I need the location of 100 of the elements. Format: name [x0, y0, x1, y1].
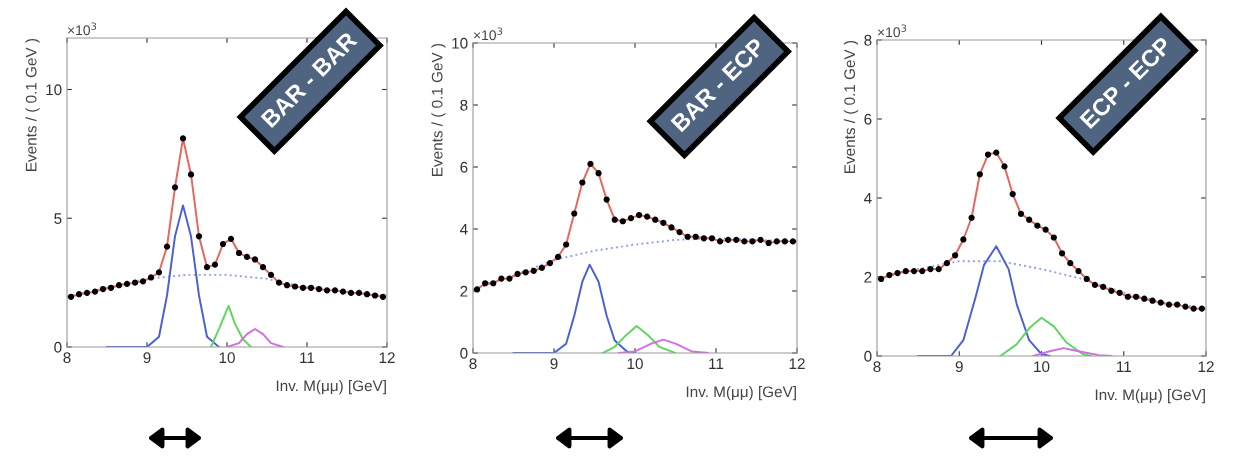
point — [587, 160, 594, 168]
point — [299, 284, 307, 291]
point — [1182, 303, 1189, 310]
y-tick-label: 6 — [460, 161, 468, 173]
point — [355, 289, 363, 297]
point — [179, 135, 187, 142]
point — [339, 288, 347, 295]
point — [203, 264, 211, 271]
point — [1141, 295, 1148, 302]
point — [595, 170, 602, 177]
point — [910, 267, 918, 275]
point — [952, 252, 959, 259]
line-series — [601, 325, 677, 353]
point — [275, 279, 283, 286]
point — [490, 280, 497, 287]
point — [1100, 283, 1107, 290]
point — [976, 171, 983, 178]
x-tick-label: 10 — [219, 352, 235, 364]
point — [660, 219, 667, 226]
point — [251, 256, 259, 263]
point — [692, 233, 699, 240]
point — [943, 260, 951, 267]
point — [993, 149, 1000, 156]
x-tick-label: 12 — [379, 352, 395, 363]
point — [1026, 216, 1033, 223]
point — [1058, 250, 1066, 257]
point — [371, 292, 379, 299]
y-axis-title: Events / ( 0.1 GeV ) — [843, 40, 859, 173]
y-tick-label: 2 — [460, 285, 468, 297]
x-tick-label: 11 — [1116, 361, 1131, 372]
x-tick-label: 11 — [300, 352, 315, 363]
point — [1042, 226, 1049, 233]
point — [482, 280, 489, 287]
point — [935, 265, 942, 273]
point — [902, 267, 909, 275]
y-tick-label: 2 — [864, 271, 872, 283]
point — [522, 269, 529, 276]
y-tick-label: 5 — [54, 213, 62, 224]
point — [331, 287, 339, 294]
point — [323, 287, 331, 294]
point — [131, 279, 139, 286]
point — [554, 253, 562, 261]
point — [700, 235, 707, 242]
x-tick-label: 9 — [550, 358, 558, 370]
point — [115, 282, 123, 289]
x-axis-title: Inv. M(μμ) [GeV] — [276, 379, 386, 395]
y-tick-label: 0 — [54, 341, 62, 353]
point — [894, 269, 901, 277]
point — [1083, 275, 1090, 283]
x-tick-label: 9 — [143, 352, 151, 364]
point — [163, 243, 171, 250]
point — [611, 216, 618, 223]
point — [139, 278, 147, 285]
point — [886, 271, 893, 279]
point — [243, 253, 251, 260]
point — [1034, 222, 1041, 229]
point — [473, 286, 481, 293]
y-axis-title: Events / ( 0.1 GeV ) — [431, 43, 446, 176]
point — [123, 280, 131, 288]
point — [757, 236, 764, 243]
point — [307, 284, 315, 291]
point — [1116, 289, 1123, 296]
x-tick-label: 12 — [1198, 361, 1214, 372]
y-tick-label: 10 — [452, 37, 468, 49]
point — [984, 151, 992, 158]
point — [67, 293, 75, 300]
point — [259, 264, 267, 271]
point — [147, 274, 155, 281]
x-tick-label: 10 — [1034, 361, 1050, 373]
point — [211, 261, 219, 268]
point — [644, 213, 651, 220]
point — [725, 236, 732, 243]
point — [563, 241, 570, 248]
text: ×10$^{3}$ — [877, 24, 907, 38]
point — [708, 235, 716, 242]
y-tick-label: 4 — [459, 224, 468, 235]
point — [789, 238, 797, 245]
x-axis-title: Inv. M(μμ) [GeV] — [686, 385, 796, 401]
point — [91, 288, 99, 295]
text: ×10$^{3}$ — [473, 27, 503, 41]
point — [1050, 234, 1057, 241]
x-tick-label: 11 — [709, 358, 724, 369]
point — [968, 214, 975, 221]
point — [1132, 293, 1140, 300]
point — [1091, 281, 1099, 289]
point — [283, 282, 291, 289]
point — [1075, 267, 1082, 275]
point — [235, 249, 243, 257]
line-series — [226, 328, 284, 347]
point — [1149, 297, 1156, 304]
point — [579, 179, 586, 186]
point — [927, 265, 934, 273]
x-axis-title: Inv. M(μμ) [GeV] — [1095, 388, 1205, 404]
point — [291, 283, 299, 290]
line-series — [210, 304, 252, 347]
point — [603, 196, 610, 203]
x-tick-label: 8 — [63, 352, 71, 364]
point — [379, 293, 387, 300]
point — [781, 238, 788, 245]
point — [749, 238, 756, 245]
